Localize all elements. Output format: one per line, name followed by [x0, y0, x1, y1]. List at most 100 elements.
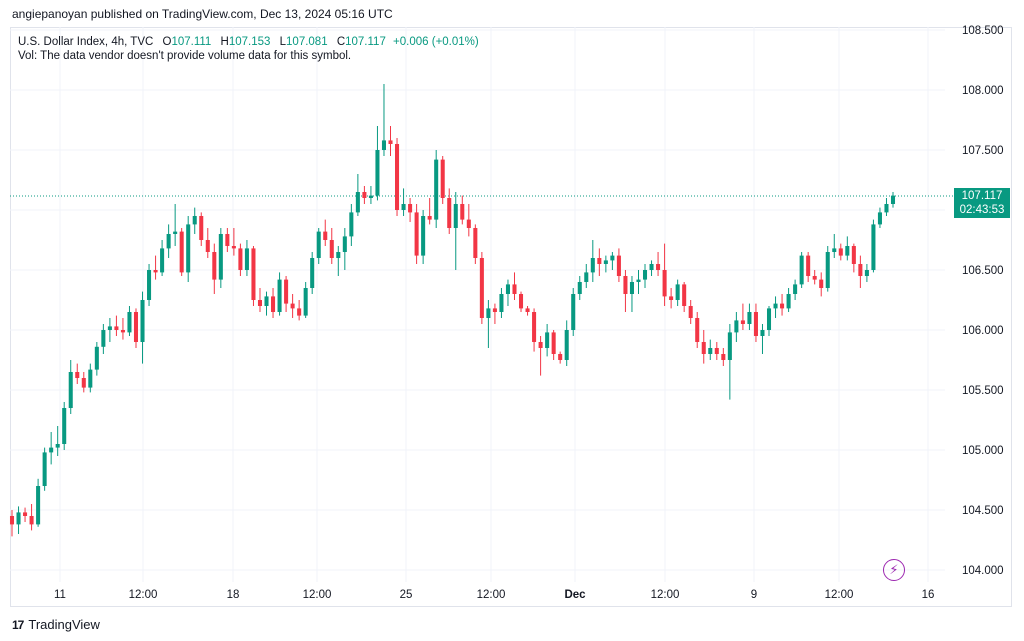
candle[interactable]: [832, 234, 837, 258]
candle[interactable]: [336, 246, 341, 276]
candle[interactable]: [427, 198, 432, 225]
candle[interactable]: [499, 288, 504, 318]
candle[interactable]: [434, 150, 439, 228]
candle[interactable]: [173, 204, 178, 246]
candle[interactable]: [721, 348, 726, 366]
candle[interactable]: [766, 306, 772, 336]
candle[interactable]: [186, 216, 191, 282]
candle[interactable]: [884, 198, 889, 216]
candle[interactable]: [518, 291, 524, 312]
candle[interactable]: [616, 248, 621, 282]
candle[interactable]: [597, 248, 602, 276]
candle[interactable]: [421, 210, 426, 264]
candle[interactable]: [55, 426, 60, 456]
candle[interactable]: [584, 264, 589, 288]
candle[interactable]: [231, 228, 236, 256]
candle[interactable]: [864, 264, 869, 282]
candle[interactable]: [486, 300, 491, 348]
candle[interactable]: [94, 342, 99, 376]
candle[interactable]: [16, 506, 21, 534]
candle[interactable]: [858, 255, 863, 288]
candle[interactable]: [153, 255, 158, 280]
candle[interactable]: [375, 126, 380, 201]
candle[interactable]: [851, 243, 856, 273]
candle[interactable]: [890, 192, 896, 208]
candle[interactable]: [297, 300, 302, 321]
candle[interactable]: [23, 507, 28, 522]
candle[interactable]: [75, 363, 80, 384]
candle[interactable]: [133, 308, 139, 348]
candle[interactable]: [760, 324, 765, 354]
candle[interactable]: [714, 342, 719, 360]
candle[interactable]: [42, 447, 47, 491]
candle[interactable]: [290, 294, 295, 318]
candle[interactable]: [160, 240, 165, 276]
candle[interactable]: [251, 246, 256, 306]
candle[interactable]: [747, 303, 752, 330]
candle[interactable]: [36, 478, 41, 527]
candle[interactable]: [329, 228, 334, 264]
candle[interactable]: [205, 228, 210, 258]
candle[interactable]: [147, 264, 152, 306]
lightning-icon[interactable]: ⚡︎: [883, 559, 905, 581]
candle[interactable]: [127, 306, 132, 336]
candle[interactable]: [492, 303, 497, 324]
candle[interactable]: [656, 252, 661, 276]
candle[interactable]: [799, 252, 804, 288]
candle[interactable]: [786, 288, 791, 312]
candle[interactable]: [271, 288, 276, 318]
candle[interactable]: [505, 279, 510, 306]
candle[interactable]: [460, 195, 465, 225]
candle[interactable]: [558, 351, 563, 364]
candle[interactable]: [81, 372, 86, 393]
candle[interactable]: [773, 296, 778, 318]
candle[interactable]: [192, 207, 197, 234]
candle[interactable]: [323, 219, 328, 246]
candle[interactable]: [629, 276, 634, 312]
candle[interactable]: [780, 294, 785, 316]
candle[interactable]: [395, 138, 400, 216]
candle[interactable]: [688, 300, 693, 324]
candle[interactable]: [551, 330, 556, 360]
candle[interactable]: [753, 303, 758, 342]
candle[interactable]: [577, 276, 582, 300]
candle[interactable]: [284, 276, 289, 312]
candle[interactable]: [355, 174, 360, 216]
candle[interactable]: [871, 219, 876, 273]
candle[interactable]: [218, 228, 223, 288]
candle[interactable]: [381, 84, 387, 156]
candle[interactable]: [662, 243, 667, 306]
candle[interactable]: [166, 224, 171, 258]
candle[interactable]: [212, 243, 217, 294]
candle[interactable]: [342, 228, 347, 270]
candle[interactable]: [408, 198, 413, 222]
candle[interactable]: [734, 312, 739, 342]
candle[interactable]: [257, 288, 263, 312]
chart-frame[interactable]: [10, 27, 1012, 607]
candle[interactable]: [675, 279, 680, 306]
candle[interactable]: [793, 279, 798, 300]
candle[interactable]: [277, 272, 282, 316]
candle[interactable]: [623, 270, 628, 312]
candle[interactable]: [101, 324, 106, 354]
candle[interactable]: [564, 320, 569, 366]
candle[interactable]: [538, 336, 543, 376]
candle[interactable]: [114, 315, 119, 336]
candle[interactable]: [466, 204, 471, 237]
candle[interactable]: [806, 252, 811, 282]
candle[interactable]: [349, 204, 354, 246]
candle[interactable]: [238, 243, 243, 276]
candle[interactable]: [727, 324, 732, 400]
candle[interactable]: [388, 126, 393, 156]
candle[interactable]: [845, 236, 850, 261]
candle[interactable]: [838, 243, 843, 261]
candle[interactable]: [682, 282, 687, 312]
candle[interactable]: [532, 308, 537, 352]
candle[interactable]: [68, 360, 73, 414]
candle[interactable]: [362, 186, 367, 204]
candle[interactable]: [414, 204, 419, 264]
candle[interactable]: [571, 288, 576, 336]
candle[interactable]: [740, 303, 745, 330]
candle[interactable]: [225, 228, 230, 252]
